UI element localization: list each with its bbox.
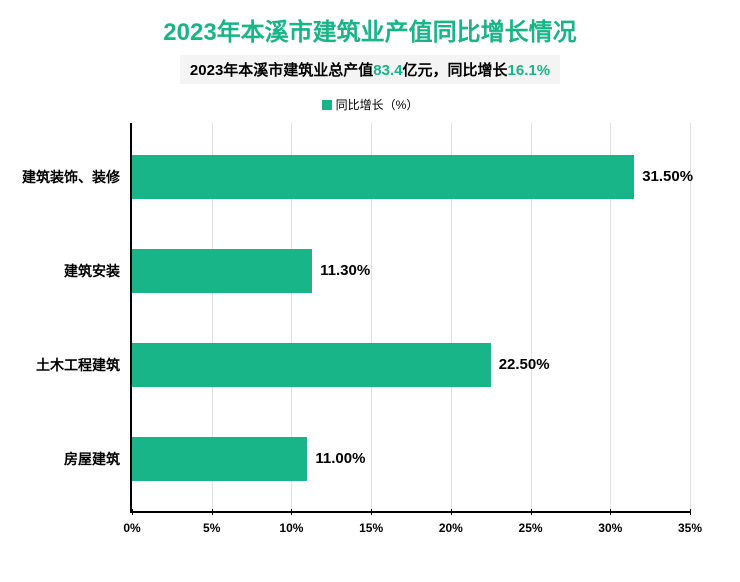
bar: 31.50% xyxy=(132,155,634,199)
subtitle-prefix: 2023年本溪市建筑业总产值 xyxy=(190,62,373,79)
bar-row: 建筑安装11.30% xyxy=(132,249,690,293)
x-tick xyxy=(690,509,691,515)
bar-value-label: 31.50% xyxy=(634,155,693,199)
x-tick xyxy=(531,509,532,515)
category-label: 建筑装饰、装修 xyxy=(22,155,132,199)
subtitle-value2: 16.1% xyxy=(508,62,551,79)
x-tick-label: 20% xyxy=(439,521,463,535)
bar: 11.00% xyxy=(132,437,307,481)
bar-row: 土木工程建筑22.50% xyxy=(132,343,690,387)
category-label: 土木工程建筑 xyxy=(36,343,132,387)
chart-area: 0%5%10%15%20%25%30%35%建筑装饰、装修31.50%建筑安装1… xyxy=(130,123,690,543)
legend-swatch xyxy=(322,100,332,110)
x-tick-label: 15% xyxy=(359,521,383,535)
x-tick-label: 5% xyxy=(203,521,220,535)
bar-value-label: 22.50% xyxy=(491,343,550,387)
x-tick-label: 0% xyxy=(123,521,140,535)
x-tick xyxy=(371,509,372,515)
bar-row: 建筑装饰、装修31.50% xyxy=(132,155,690,199)
x-tick xyxy=(610,509,611,515)
category-label: 建筑安装 xyxy=(64,249,132,293)
bar-value-label: 11.00% xyxy=(307,437,365,481)
legend: 同比增长（%） xyxy=(20,96,720,113)
bar-value-label: 11.30% xyxy=(312,249,370,293)
x-tick xyxy=(132,509,133,515)
x-tick-label: 10% xyxy=(279,521,303,535)
legend-label: 同比增长（%） xyxy=(336,98,419,112)
bar: 11.30% xyxy=(132,249,312,293)
subtitle-value1: 83.4 xyxy=(373,62,402,79)
chart-subtitle: 2023年本溪市建筑业总产值83.4亿元，同比增长16.1% xyxy=(180,55,560,84)
x-tick-label: 35% xyxy=(678,521,702,535)
x-tick-label: 25% xyxy=(519,521,543,535)
x-tick xyxy=(451,509,452,515)
category-label: 房屋建筑 xyxy=(64,437,132,481)
subtitle-mid: 亿元，同比增长 xyxy=(403,62,508,79)
chart-title: 2023年本溪市建筑业产值同比增长情况 xyxy=(20,12,720,47)
x-tick xyxy=(212,509,213,515)
x-tick xyxy=(291,509,292,515)
plot: 0%5%10%15%20%25%30%35%建筑装饰、装修31.50%建筑安装1… xyxy=(130,123,690,513)
x-tick-label: 30% xyxy=(598,521,622,535)
bar-row: 房屋建筑11.00% xyxy=(132,437,690,481)
bar: 22.50% xyxy=(132,343,491,387)
